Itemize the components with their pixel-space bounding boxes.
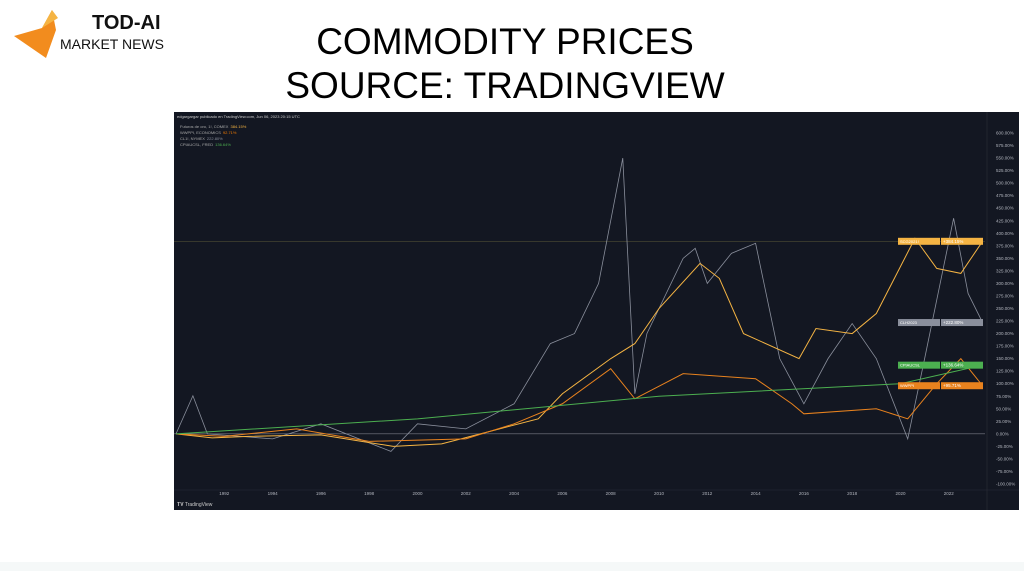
y-tick-label: 275.00%	[996, 293, 1014, 298]
x-tick-label: 2002	[461, 491, 472, 496]
tradingview-watermark: 𝐓𝐕 TradingView	[177, 502, 213, 508]
x-tick-label: 2018	[847, 491, 858, 496]
y-tick-label: 350.00%	[996, 256, 1014, 261]
y-tick-label: 75.00%	[996, 394, 1011, 399]
series-line-gold	[175, 237, 983, 447]
x-tick-label: 2004	[509, 491, 520, 496]
x-tick-label: 2010	[654, 491, 665, 496]
series-end-name: WWPPI	[900, 383, 914, 388]
tradingview-logo-icon: 𝐓𝐕	[177, 502, 185, 508]
y-tick-label: -100.00%	[996, 482, 1015, 487]
x-tick-label: 2012	[702, 491, 713, 496]
brand-subtitle: MARKET NEWS	[60, 36, 164, 52]
series-end-value: +222.80%	[943, 320, 963, 325]
y-tick-label: 525.00%	[996, 168, 1014, 173]
x-tick-label: 1992	[219, 491, 230, 496]
series-end-badge	[898, 319, 940, 327]
series-end-badge	[898, 382, 940, 390]
x-tick-label: 1994	[268, 491, 279, 496]
chart-svg[interactable]: 600.00% 575.00% 550.00% 525.00% 500.00% 475.0…	[174, 112, 1019, 510]
series-end-value-badge	[941, 319, 983, 327]
y-tick-label: 200.00%	[996, 331, 1014, 336]
chart-header: edgargargar publicado en TradingView.com…	[177, 114, 300, 119]
footer-bar	[0, 562, 1024, 571]
y-tick-label: 300.00%	[996, 281, 1014, 286]
y-tick-label: 25.00%	[996, 419, 1011, 424]
y-tick-label: 500.00%	[996, 181, 1014, 186]
series-end-value: +384.15%	[943, 239, 963, 244]
series-end-value: +136.64%	[943, 363, 963, 368]
x-tick-label: 1996	[316, 491, 327, 496]
series-line-oil	[175, 157, 983, 452]
y-tick-label: 425.00%	[996, 218, 1014, 223]
y-tick-label: -25.00%	[996, 444, 1013, 449]
x-tick-label: 1998	[364, 491, 375, 496]
series-line-ppi	[175, 357, 983, 442]
legend-item[interactable]: Futuros de oro, 1!, COMEX 384.15%	[180, 124, 247, 129]
y-tick-label: 450.00%	[996, 206, 1014, 211]
y-tick-label: 100.00%	[996, 381, 1014, 386]
legend-item[interactable]: CPIAUCSL, FRED 136.64%	[180, 142, 231, 147]
brand-name: TOD-AI	[92, 12, 161, 34]
series-end-name: SCG2021!	[900, 239, 919, 244]
y-tick-label: 375.00%	[996, 243, 1014, 248]
x-tick-label: 2008	[606, 491, 617, 496]
y-tick-label: 575.00%	[996, 143, 1014, 148]
x-tick-label: 2000	[412, 491, 423, 496]
y-tick-label: -50.00%	[996, 456, 1013, 461]
title-line-1: COMMODITY PRICES	[316, 21, 694, 62]
y-tick-label: 150.00%	[996, 356, 1014, 361]
y-tick-label: 250.00%	[996, 306, 1014, 311]
x-tick-label: 2016	[799, 491, 810, 496]
legend-item[interactable]: CL1!, NYMEX 222.80%	[180, 136, 223, 141]
page-title: COMMODITY PRICES SOURCE: TRADINGVIEW	[230, 20, 780, 108]
y-tick-label: 325.00%	[996, 268, 1014, 273]
series-end-name: CPIAUCSL	[900, 363, 921, 368]
y-tick-label: 550.00%	[996, 156, 1014, 161]
chart-panel[interactable]: 600.00% 575.00% 550.00% 525.00% 500.00% 475.0…	[174, 112, 1019, 510]
series-end-value: +95.71%	[943, 383, 961, 388]
y-tick-label: 400.00%	[996, 231, 1014, 236]
series-end-badge	[898, 237, 940, 245]
series-end-value-badge	[941, 382, 983, 390]
y-tick-label: 125.00%	[996, 369, 1014, 374]
series-end-value-badge	[941, 361, 983, 369]
series-end-name: CLH2023	[900, 320, 918, 325]
series-end-badge	[898, 361, 940, 369]
logo-arrow-icon	[14, 10, 58, 58]
x-tick-label: 2014	[751, 491, 762, 496]
y-tick-label: 225.00%	[996, 319, 1014, 324]
y-tick-label: 50.00%	[996, 406, 1011, 411]
y-tick-label: 0.00%	[996, 431, 1009, 436]
y-tick-label: 475.00%	[996, 193, 1014, 198]
x-tick-label: 2006	[557, 491, 568, 496]
x-tick-label: 2020	[895, 491, 906, 496]
series-end-value-badge	[941, 237, 983, 245]
x-tick-label: 2022	[944, 491, 955, 496]
y-tick-label: 175.00%	[996, 344, 1014, 349]
y-tick-label: -75.00%	[996, 469, 1013, 474]
legend-item[interactable]: WWPPI, ECONOMICS 92.71%	[180, 130, 237, 135]
title-line-2: SOURCE: TRADINGVIEW	[285, 65, 725, 106]
y-tick-label: 600.00%	[996, 131, 1014, 136]
series-line-cpi	[175, 364, 983, 435]
